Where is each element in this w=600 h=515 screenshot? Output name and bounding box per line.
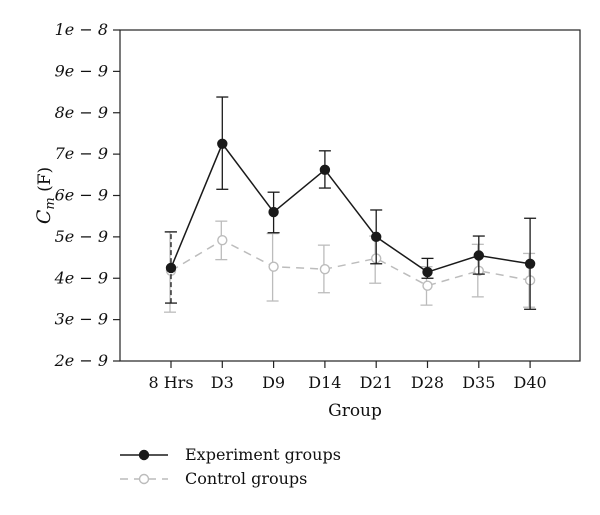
- y-tick-label: 6e − 9: [55, 186, 108, 205]
- y-axis-label: Cm (F): [33, 167, 58, 224]
- y-tick-label: 5e − 9: [55, 227, 108, 246]
- x-tick-label: D21: [360, 373, 393, 392]
- y-tick-label: 2e − 9: [54, 351, 108, 370]
- legend-label: Control groups: [185, 469, 307, 488]
- y-tick-label: 4e − 9: [54, 268, 108, 287]
- x-tick-label: D3: [211, 373, 234, 392]
- legend: Experiment groups Control groups: [120, 445, 341, 488]
- series-layer: [164, 96, 537, 313]
- plot-area-frame: [119, 29, 581, 362]
- data-point: [217, 234, 228, 246]
- x-axis-label: Group: [328, 401, 382, 421]
- data-point: [371, 231, 382, 243]
- legend-item-experiment: Experiment groups: [120, 445, 341, 464]
- y-tick-label: 3e − 9: [55, 310, 108, 329]
- legend-label: Experiment groups: [185, 445, 341, 464]
- data-point: [524, 258, 536, 269]
- data-point: [422, 266, 433, 278]
- y-tick-label: 7e − 9: [55, 144, 108, 163]
- data-point: [268, 261, 279, 272]
- x-tick-label: D28: [411, 373, 444, 392]
- data-point: [217, 138, 228, 149]
- y-tick-label: 1e − 8: [55, 20, 108, 39]
- data-point: [319, 263, 331, 275]
- legend-item-control: Control groups: [120, 469, 307, 488]
- x-tick-label: D40: [514, 373, 547, 392]
- x-axis-ticks: 8 Hrs D3 D9 D14 D21 D28 D35 D40: [148, 361, 547, 392]
- series-line: [170, 142, 531, 273]
- data-point: [473, 250, 484, 261]
- y-axis-label-subscript: m: [43, 197, 58, 209]
- y-axis-label-unit: (F): [35, 167, 55, 197]
- data-point: [319, 164, 331, 176]
- data-point: [165, 262, 177, 274]
- data-point: [268, 206, 279, 218]
- series-experiment: [165, 96, 537, 310]
- x-tick-label: D14: [308, 373, 341, 392]
- x-tick-label: D9: [262, 373, 285, 392]
- legend-marker: [138, 473, 150, 485]
- series-line: [170, 239, 531, 287]
- y-axis-ticks: 2e − 9 3e − 9 4e − 9 5e − 9 6e − 9 7e − 9 8e −…: [54, 20, 120, 370]
- y-tick-label: 8e − 9: [55, 103, 108, 122]
- legend-marker: [138, 449, 150, 461]
- x-tick-label: D35: [462, 373, 495, 392]
- y-axis-label-main: C: [33, 209, 55, 224]
- y-tick-label: 9e − 9: [55, 61, 108, 80]
- data-point: [422, 280, 433, 291]
- x-tick-label: 8 Hrs: [148, 373, 193, 392]
